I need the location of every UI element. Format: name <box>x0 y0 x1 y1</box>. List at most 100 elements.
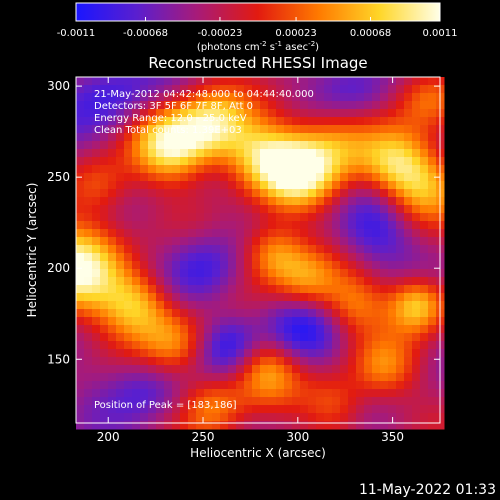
heatmap-cell <box>252 317 261 326</box>
heatmap-cell <box>156 133 165 142</box>
heatmap-cell <box>124 125 133 134</box>
heatmap-cell <box>428 101 437 110</box>
heatmap-cell <box>236 421 245 430</box>
heatmap-cell <box>196 237 205 246</box>
heatmap-cell <box>284 301 293 310</box>
heatmap-cell <box>212 237 221 246</box>
heatmap-cell <box>332 181 341 190</box>
heatmap-cell <box>308 141 317 150</box>
heatmap-cell <box>356 213 365 222</box>
heatmap-cell <box>332 373 341 382</box>
heatmap-cell <box>340 245 349 254</box>
heatmap-cell <box>108 349 117 358</box>
heatmap-cell <box>244 269 253 278</box>
heatmap-cell <box>292 165 301 174</box>
heatmap-cell <box>348 229 357 238</box>
heatmap-cell <box>324 357 333 366</box>
heatmap-cell <box>284 413 293 422</box>
heatmap-cell <box>292 157 301 166</box>
heatmap-cell <box>172 413 181 422</box>
heatmap-cell <box>84 253 93 262</box>
heatmap-cell <box>316 237 325 246</box>
heatmap-cell <box>324 349 333 358</box>
heatmap-cell <box>276 285 285 294</box>
heatmap-cell <box>268 277 277 286</box>
heatmap-cell <box>380 293 389 302</box>
heatmap-cell <box>204 85 213 94</box>
heatmap-cell <box>292 141 301 150</box>
heatmap-cell <box>132 325 141 334</box>
heatmap-cell <box>308 349 317 358</box>
heatmap-cell <box>116 261 125 270</box>
heatmap-cell <box>180 133 189 142</box>
heatmap-cell <box>116 197 125 206</box>
heatmap-cell <box>220 221 229 230</box>
heatmap-cell <box>204 229 213 238</box>
heatmap-cell <box>388 349 397 358</box>
heatmap-cell <box>372 101 381 110</box>
heatmap-cell <box>292 173 301 182</box>
colorbar-units: (photons cm-2 s-1 asec-2) <box>197 40 319 53</box>
heatmap-cell <box>356 301 365 310</box>
heatmap-cell <box>324 421 333 430</box>
heatmap-cell <box>196 405 205 414</box>
heatmap-cell <box>412 325 421 334</box>
heatmap-cell <box>204 221 213 230</box>
heatmap-cell <box>116 413 125 422</box>
heatmap-cell <box>220 213 229 222</box>
heatmap-cell <box>348 325 357 334</box>
heatmap-cell <box>132 181 141 190</box>
heatmap-cell <box>316 149 325 158</box>
heatmap-cell <box>236 213 245 222</box>
heatmap-cell <box>204 261 213 270</box>
heatmap-cell <box>84 213 93 222</box>
heatmap-cell <box>92 245 101 254</box>
heatmap-cell <box>212 109 221 118</box>
heatmap-cell <box>220 117 229 126</box>
heatmap-cell <box>356 421 365 430</box>
heatmap-cell <box>396 365 405 374</box>
heatmap-cell <box>204 173 213 182</box>
heatmap-cell <box>196 285 205 294</box>
heatmap-cell <box>316 301 325 310</box>
heatmap-cell <box>332 237 341 246</box>
heatmap-cell <box>148 197 157 206</box>
heatmap-cell <box>188 189 197 198</box>
heatmap-cell <box>116 93 125 102</box>
heatmap-cell <box>292 117 301 126</box>
heatmap-cell <box>316 365 325 374</box>
heatmap-cell <box>100 165 109 174</box>
heatmap-cell <box>244 309 253 318</box>
heatmap-cell <box>228 157 237 166</box>
heatmap-cell <box>404 317 413 326</box>
heatmap-cell <box>124 317 133 326</box>
heatmap-cell <box>388 85 397 94</box>
heatmap-cell <box>180 333 189 342</box>
heatmap-cell <box>412 309 421 318</box>
heatmap-cell <box>132 421 141 430</box>
heatmap-cell <box>92 125 101 134</box>
heatmap-cell <box>404 269 413 278</box>
heatmap-cell <box>364 253 373 262</box>
heatmap-cell <box>252 341 261 350</box>
heatmap-cell <box>348 253 357 262</box>
heatmap-cell <box>428 109 437 118</box>
heatmap-cell <box>428 269 437 278</box>
heatmap-cell <box>204 357 213 366</box>
heatmap-cell <box>284 405 293 414</box>
heatmap-cell <box>228 333 237 342</box>
heatmap-cell <box>244 221 253 230</box>
heatmap-cell <box>260 197 269 206</box>
heatmap-cell <box>332 381 341 390</box>
colorbar-bar <box>75 2 441 22</box>
heatmap-cell <box>180 309 189 318</box>
heatmap-cell <box>340 85 349 94</box>
heatmap-cell <box>188 141 197 150</box>
heatmap-cell <box>276 109 285 118</box>
heatmap-cell <box>220 157 229 166</box>
heatmap-cell <box>372 229 381 238</box>
heatmap-cell <box>252 181 261 190</box>
heatmap-cell <box>404 125 413 134</box>
heatmap-cell <box>228 413 237 422</box>
